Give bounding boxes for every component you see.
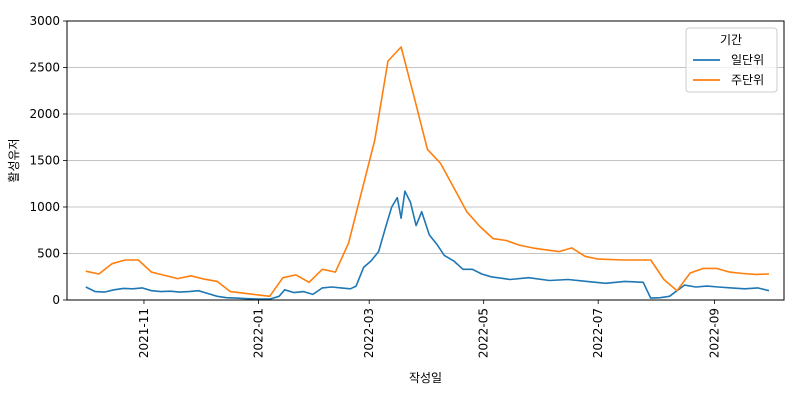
- grid-lines: [67, 20, 784, 301]
- x-tick-label: 2022-07: [591, 308, 605, 358]
- y-tick-label: 0: [52, 293, 60, 307]
- y-tick-label: 2500: [29, 61, 60, 75]
- x-tick-label: 2022-01: [251, 308, 265, 358]
- y-axis-label: 활성유저: [7, 138, 21, 182]
- y-tick-label: 1000: [29, 200, 60, 214]
- legend-label: 일단위: [731, 53, 764, 67]
- series-line-2: [85, 46, 770, 298]
- x-tick-label: 2022-09: [708, 308, 722, 358]
- x-tick-label: 2021-11: [137, 308, 151, 358]
- x-axis: 2021-11 2022-01 2022-03 2022-05 2022-07 2022-…: [137, 300, 722, 358]
- y-axis: 0 500 1000 1500 2000 2500 3000: [29, 14, 67, 307]
- x-axis-label: 작성일: [409, 371, 442, 385]
- legend-title: 기간: [720, 33, 742, 47]
- x-tick-label: 2022-05: [477, 308, 491, 358]
- x-tick-label: 2022-03: [362, 308, 376, 358]
- y-tick-label: 1500: [29, 154, 60, 168]
- y-tick-label: 3000: [29, 14, 60, 28]
- y-tick-label: 2000: [29, 107, 60, 121]
- y-tick-label: 500: [37, 247, 60, 261]
- series-lines: [85, 46, 770, 300]
- legend-label: 주단위: [731, 73, 764, 87]
- series-line-1: [85, 190, 770, 300]
- legend-box: [685, 27, 778, 93]
